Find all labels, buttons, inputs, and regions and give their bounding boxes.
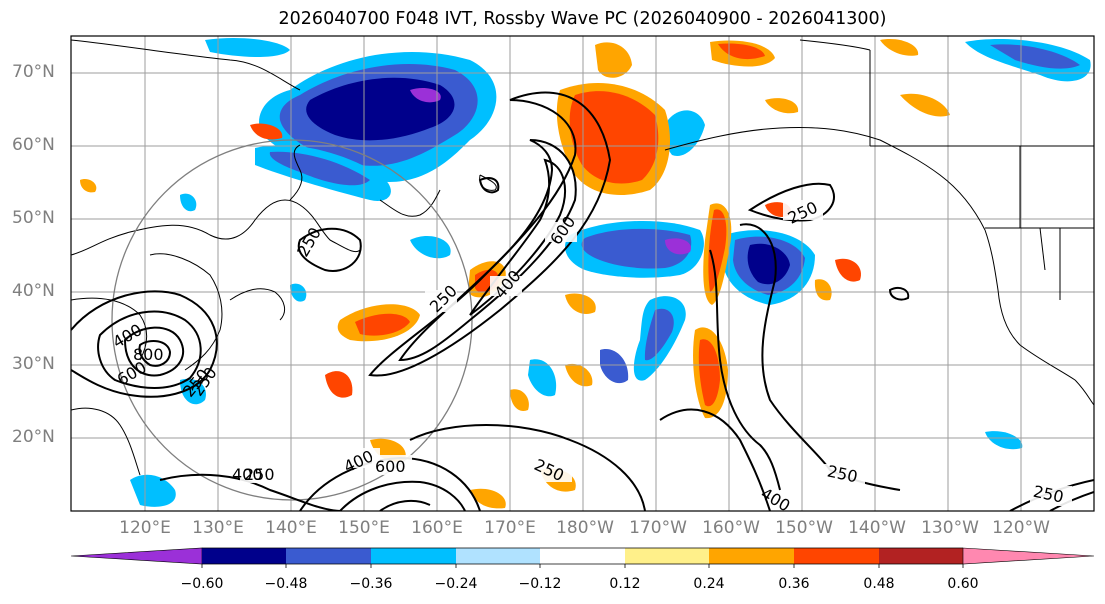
colorbar-tick-label: −0.12 [518, 576, 562, 592]
positive-anomaly-west-pacific [80, 39, 950, 509]
contour-label: 600 [375, 457, 406, 476]
colorbar-extend-high [962, 547, 1095, 565]
colorbar-tick-label: −0.48 [264, 576, 308, 592]
lat-label: 40°N [12, 281, 55, 301]
colorbar-segment [202, 548, 286, 564]
lon-label: 160°W [702, 518, 760, 538]
colorbar-tick-label: −0.60 [180, 576, 224, 592]
colorbar-segment [879, 548, 963, 564]
lon-label: 170°E [484, 518, 536, 538]
lon-label: 150°W [775, 518, 833, 538]
contour-label: 400 [232, 465, 263, 484]
colorbar-segment [794, 548, 879, 564]
colorbar-tick-label: 0.24 [693, 576, 725, 592]
colorbar-segment [371, 548, 456, 564]
contour-label: 250 [244, 465, 275, 484]
lat-label: 60°N [12, 135, 55, 155]
colorbar-tick-label: 0.60 [947, 576, 979, 592]
positive-anomaly-bering [556, 40, 775, 195]
lat-label: 30°N [12, 354, 55, 374]
negative-anomaly-misc [130, 38, 1091, 507]
colorbar-tick-label: −0.36 [349, 576, 393, 592]
colorbar-tick-label: −0.24 [434, 576, 478, 592]
colorbar-tick-label: 0.48 [863, 576, 895, 592]
lon-label: 170°W [629, 518, 687, 538]
contour-label: 800 [133, 345, 164, 364]
lat-label: 20°N [12, 427, 55, 447]
radius-circle [111, 139, 473, 501]
colorbar-tick-label: 0.12 [609, 576, 641, 592]
colorbar-tick-label: 0.36 [778, 576, 810, 592]
colorbar [70, 547, 1095, 568]
coastlines [71, 39, 1094, 476]
colorbar-segment [286, 548, 371, 564]
lon-label: 160°E [411, 518, 463, 538]
lon-label: 140°W [848, 518, 906, 538]
lat-label: 70°N [12, 62, 55, 82]
lon-label: 140°E [265, 518, 317, 538]
colorbar-segment [456, 548, 540, 564]
lon-label: 120°W [992, 518, 1050, 538]
lon-label: 150°E [338, 518, 390, 538]
lon-label: 120°E [119, 518, 171, 538]
colorbar-segment [540, 548, 625, 564]
lon-label: 180°W [556, 518, 614, 538]
lon-label: 130°W [921, 518, 979, 538]
colorbar-extend-low [70, 547, 203, 565]
lon-label: 130°E [192, 518, 244, 538]
page-title: 2026040700 F048 IVT, Rossby Wave PC (202… [278, 9, 887, 29]
map-frame [70, 35, 1095, 512]
negative-anomaly-central-pacific [565, 220, 815, 381]
gridlines [71, 36, 1094, 511]
colorbar-segment [625, 548, 709, 564]
colorbar-segment [709, 548, 794, 564]
lat-label: 50°N [12, 208, 55, 228]
